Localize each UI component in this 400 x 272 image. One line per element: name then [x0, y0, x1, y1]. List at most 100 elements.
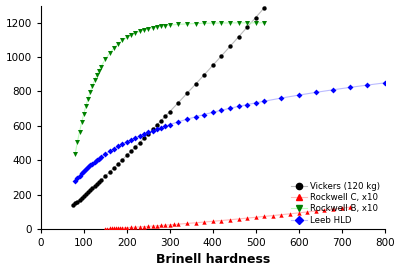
Point	[313, 209, 319, 213]
Point	[184, 91, 190, 95]
Point	[261, 5, 268, 10]
Point	[136, 29, 143, 33]
Point	[111, 46, 117, 50]
X-axis label: Brinell hardness: Brinell hardness	[156, 254, 270, 267]
Point	[252, 101, 259, 105]
Point	[132, 135, 138, 140]
Point	[304, 210, 310, 214]
Point	[184, 221, 190, 226]
Point	[192, 221, 199, 225]
Point	[85, 96, 91, 101]
Point	[106, 149, 113, 153]
Point	[91, 160, 98, 164]
Point	[89, 161, 96, 166]
Point	[227, 21, 233, 25]
Point	[154, 224, 160, 228]
Point	[141, 224, 147, 229]
Point	[115, 226, 121, 230]
Point	[96, 156, 102, 161]
Point	[70, 203, 76, 207]
Point	[85, 165, 91, 169]
Point	[210, 63, 216, 68]
Point	[102, 227, 108, 231]
Point	[145, 224, 152, 228]
Point	[85, 190, 91, 194]
Point	[218, 218, 224, 223]
Point	[175, 100, 182, 105]
Point	[252, 215, 259, 220]
Point	[72, 201, 78, 206]
Point	[102, 57, 108, 61]
Point	[162, 114, 169, 118]
Point	[145, 130, 152, 135]
Point	[111, 166, 117, 170]
Point	[364, 83, 371, 87]
Point	[94, 182, 100, 186]
Point	[117, 226, 124, 230]
Point	[175, 120, 182, 124]
Point	[201, 73, 207, 77]
Point	[94, 73, 100, 78]
Point	[76, 130, 83, 134]
Point	[347, 85, 354, 89]
Point	[106, 226, 113, 231]
Point	[158, 24, 164, 28]
Point	[175, 22, 182, 27]
Point	[162, 223, 169, 227]
Legend: Vickers (120 kg), Rockwell C, x10, Rockwell B, x10, Leeb HLD: Vickers (120 kg), Rockwell C, x10, Rockw…	[291, 182, 380, 225]
Point	[166, 222, 173, 227]
Point	[136, 140, 143, 145]
Point	[158, 125, 164, 130]
Point	[141, 28, 147, 32]
Point	[218, 21, 224, 25]
Point	[89, 84, 96, 88]
Point	[149, 224, 156, 228]
Point	[287, 212, 293, 216]
Point	[162, 23, 169, 28]
Point	[145, 26, 152, 31]
Point	[166, 109, 173, 114]
Point	[261, 99, 268, 103]
Point	[330, 88, 336, 92]
Point	[115, 162, 121, 166]
Point	[98, 178, 104, 183]
Point	[132, 145, 138, 149]
Point	[227, 218, 233, 222]
Point	[83, 192, 89, 196]
Point	[98, 155, 104, 159]
Point	[102, 174, 108, 178]
Point	[235, 35, 242, 39]
Point	[218, 54, 224, 58]
Point	[136, 225, 143, 229]
Point	[81, 112, 87, 116]
Point	[128, 225, 134, 230]
Point	[252, 21, 259, 25]
Point	[192, 21, 199, 26]
Point	[72, 179, 78, 183]
Point	[184, 22, 190, 26]
Point	[119, 157, 126, 162]
Point	[128, 33, 134, 37]
Point	[119, 38, 126, 43]
Point	[76, 197, 83, 202]
Point	[166, 122, 173, 127]
Point	[74, 199, 80, 204]
Point	[278, 96, 285, 100]
Point	[244, 25, 250, 29]
Point	[96, 69, 102, 73]
Point	[111, 226, 117, 230]
Point	[96, 180, 102, 184]
Point	[124, 35, 130, 40]
Point	[244, 216, 250, 220]
Point	[87, 90, 94, 94]
Point	[132, 225, 138, 229]
Point	[111, 147, 117, 151]
Point	[244, 103, 250, 107]
Point	[132, 31, 138, 35]
Point	[347, 205, 354, 209]
Point	[184, 117, 190, 121]
Point	[87, 188, 94, 192]
Point	[76, 174, 83, 178]
Point	[227, 44, 233, 49]
Point	[210, 21, 216, 25]
